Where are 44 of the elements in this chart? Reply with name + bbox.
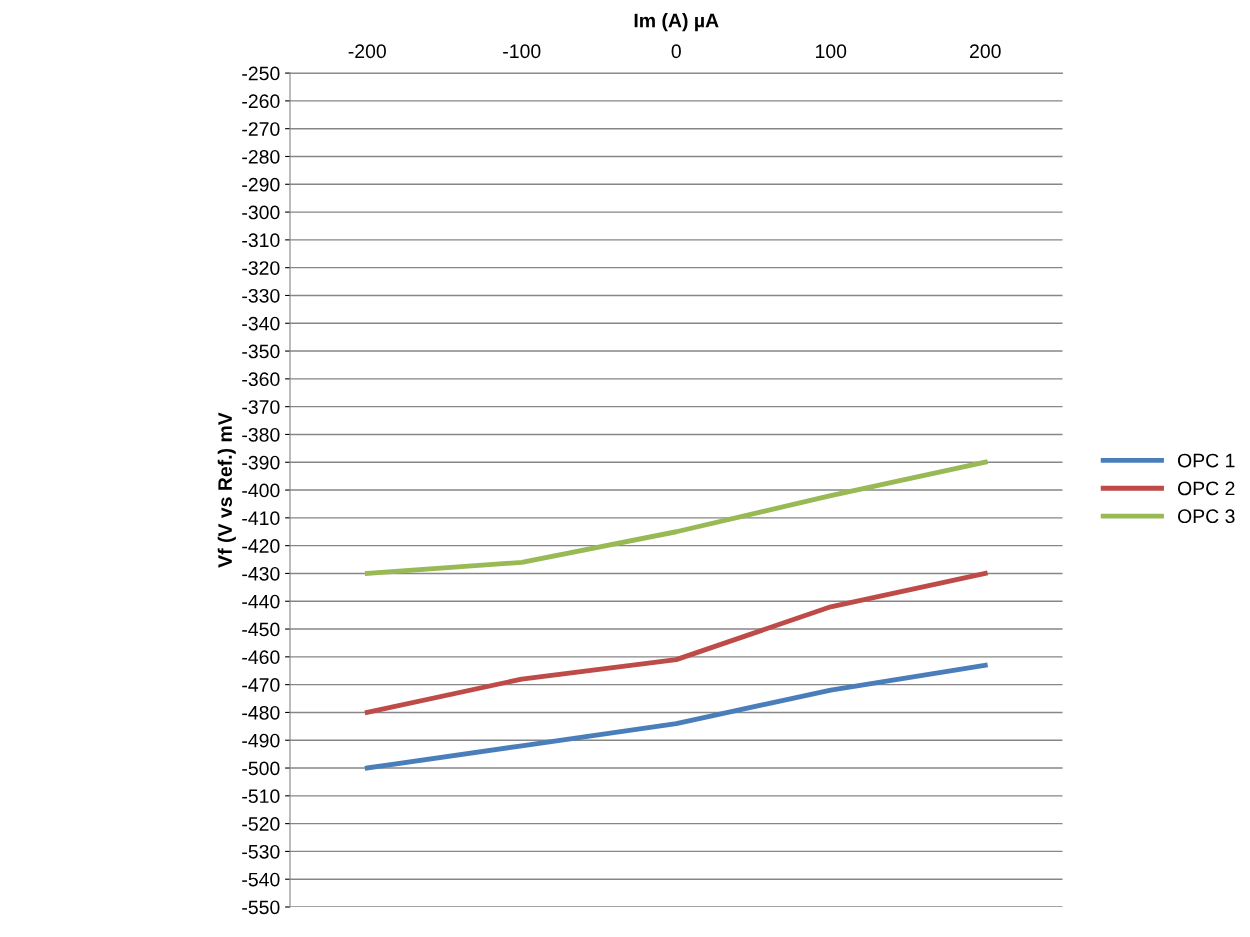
x-axis-title: Im (A) µA bbox=[634, 13, 719, 32]
y-tick-label: -290 bbox=[242, 177, 280, 192]
y-tick-label: -490 bbox=[242, 733, 280, 748]
y-tick-label: -440 bbox=[242, 594, 280, 609]
y-tick-label: -260 bbox=[242, 94, 280, 109]
line-series bbox=[364, 459, 988, 576]
y-tick-label: -320 bbox=[242, 261, 280, 275]
y-tick-label: -540 bbox=[242, 872, 280, 887]
x-tick-label: -200 bbox=[348, 44, 386, 59]
y-tick-label: -370 bbox=[242, 400, 280, 414]
line-series bbox=[364, 662, 988, 771]
y-tick-label: -430 bbox=[242, 566, 280, 581]
legend-label: OPC 3 bbox=[1177, 509, 1235, 524]
y-tick-label: -450 bbox=[242, 622, 280, 637]
y-tick-label: -480 bbox=[242, 705, 280, 720]
y-tick-label: -300 bbox=[242, 205, 280, 220]
y-tick-label: -500 bbox=[242, 761, 280, 776]
y-tick-label: -420 bbox=[242, 539, 280, 553]
y-tick-label: -330 bbox=[242, 288, 280, 303]
y-tick-label: -520 bbox=[242, 817, 280, 831]
y-tick-label: -280 bbox=[242, 149, 280, 164]
y-tick-label: -310 bbox=[242, 233, 280, 248]
y-tick-label: -470 bbox=[242, 678, 280, 692]
y-tick-label: -460 bbox=[242, 650, 280, 665]
y-tick-label: -360 bbox=[242, 372, 280, 387]
x-tick-label: 0 bbox=[671, 44, 681, 59]
x-tick-label: 200 bbox=[970, 44, 1001, 59]
y-tick-label: -250 bbox=[242, 66, 280, 81]
line-series bbox=[364, 571, 988, 715]
y-tick-label: -270 bbox=[242, 122, 280, 136]
x-tick-label: -100 bbox=[503, 44, 541, 59]
y-tick-label: -400 bbox=[242, 483, 280, 498]
x-tick-label: 100 bbox=[816, 44, 847, 59]
y-tick-label: -340 bbox=[242, 316, 280, 331]
y-tick-label: -550 bbox=[242, 900, 280, 915]
legend-label: OPC 1 bbox=[1177, 453, 1235, 468]
y-tick-label: -510 bbox=[242, 789, 280, 804]
y-axis-title: Vf (V vs Ref.) mV bbox=[217, 412, 236, 568]
y-tick-label: -530 bbox=[242, 844, 280, 859]
y-tick-label: -350 bbox=[242, 344, 280, 359]
legend-label: OPC 2 bbox=[1177, 481, 1235, 496]
y-tick-label: -390 bbox=[242, 455, 280, 470]
y-tick-label: -380 bbox=[242, 427, 280, 442]
y-tick-label: -410 bbox=[242, 511, 280, 526]
